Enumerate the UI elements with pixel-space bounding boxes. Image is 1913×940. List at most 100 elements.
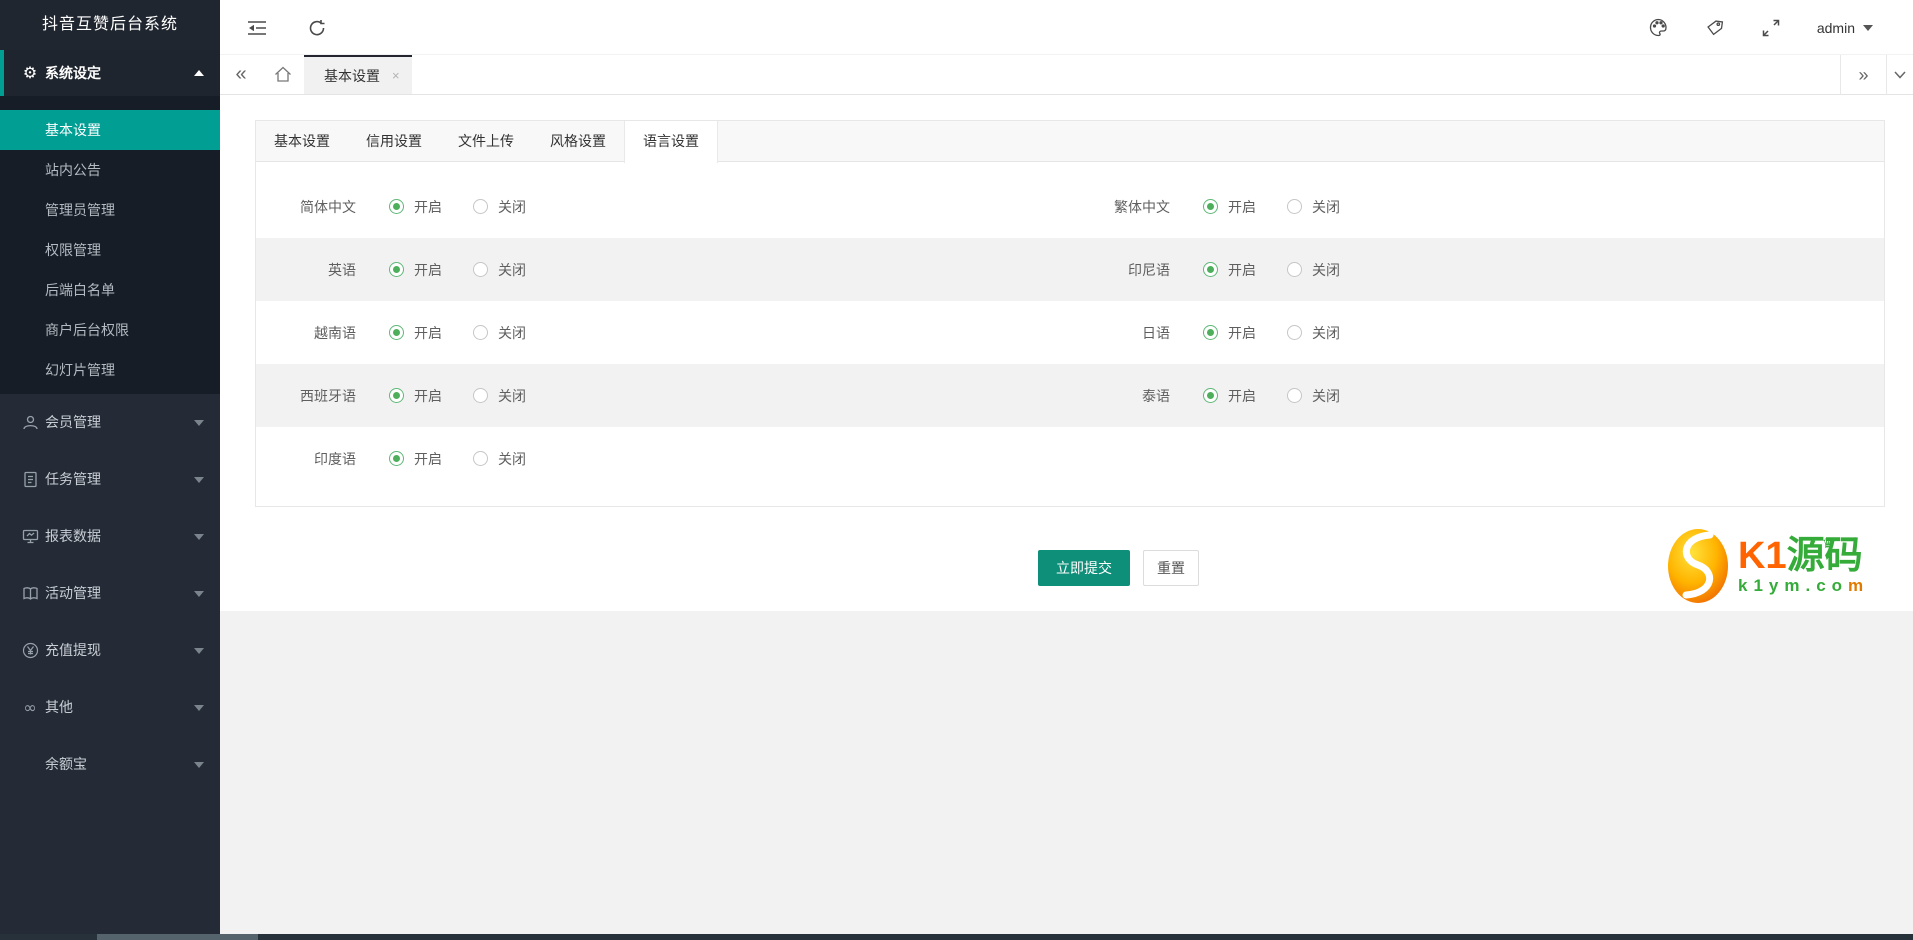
submit-button[interactable]: 立即提交 — [1038, 550, 1130, 586]
tab-credit[interactable]: 信用设置 — [366, 133, 422, 149]
brand-logo-icon — [1666, 527, 1730, 605]
horizontal-scrollbar[interactable] — [0, 934, 1913, 940]
tab-style[interactable]: 风格设置 — [550, 133, 606, 149]
radio-on[interactable]: 开启 — [1203, 197, 1256, 217]
username: admin — [1816, 19, 1855, 36]
lang-hindi: 印度语 开启 关闭 — [256, 449, 1070, 469]
sidebar-item-label: 其他 — [45, 699, 73, 715]
lang-simplified-chinese: 简体中文 开启 关闭 — [256, 197, 1070, 217]
brand-text: K1源码 ♛ k1ym.com — [1738, 535, 1898, 596]
sidebar-top-items: 会员管理 任务管理 报表数据 活动管理 — [0, 394, 220, 793]
sidebar-subitem-backend-whitelist[interactable]: 后端白名单 — [45, 282, 115, 298]
sidebar: 抖音互赞后台系统 ⚙ 系统设定 基本设置 站内公告 管理员管理 权限管理 后端白… — [0, 0, 220, 940]
chevron-up-icon — [194, 70, 204, 76]
field-label: 西班牙语 — [300, 387, 356, 404]
sidebar-item-activity-management[interactable]: 活动管理 — [0, 565, 220, 622]
sidebar-item-label: 会员管理 — [45, 414, 101, 430]
sidebar-item-label: 充值提现 — [45, 642, 101, 658]
lang-traditional-chinese: 繁体中文 开启 关闭 — [1070, 197, 1884, 217]
sidebar-subitem-slideshow-management[interactable]: 幻灯片管理 — [45, 362, 115, 378]
radio-off[interactable]: 关闭 — [1287, 197, 1340, 217]
radio-off[interactable]: 关闭 — [473, 323, 526, 343]
radio-on[interactable]: 开启 — [389, 449, 442, 469]
tab-language[interactable]: 语言设置 — [624, 121, 718, 163]
radio-on[interactable]: 开启 — [389, 323, 442, 343]
sidebar-subitem-merchant-backend-permission[interactable]: 商户后台权限 — [45, 322, 129, 338]
theme-palette-icon[interactable] — [1649, 18, 1669, 38]
radio-on[interactable]: 开启 — [389, 197, 442, 217]
scrollbar-thumb[interactable] — [97, 934, 258, 940]
sidebar-item-recharge-withdrawal[interactable]: 充值提现 — [0, 622, 220, 679]
user-menu[interactable]: admin — [1817, 20, 1873, 36]
scroll-tabs-left-icon[interactable]: « — [235, 63, 247, 85]
radio-on[interactable]: 开启 — [1203, 260, 1256, 280]
radio-off[interactable]: 关闭 — [473, 386, 526, 406]
tab-options-icon[interactable] — [1886, 55, 1913, 95]
page-tabbar: « 基本设置 × » — [220, 55, 1913, 95]
field-label: 泰语 — [1142, 387, 1170, 404]
sidebar-item-other[interactable]: ∞ 其他 — [0, 679, 220, 736]
sidebar-item-report-data[interactable]: 报表数据 — [0, 508, 220, 565]
app-title: 抖音互赞后台系统 — [0, 0, 220, 50]
lang-japanese: 日语 开启 关闭 — [1070, 323, 1884, 343]
scroll-tabs-right-icon[interactable]: » — [1840, 55, 1886, 95]
radio-off[interactable]: 关闭 — [1287, 260, 1340, 280]
close-icon[interactable]: × — [392, 68, 400, 83]
submenu-system-settings: 基本设置 站内公告 管理员管理 权限管理 后端白名单 商户后台权限 幻灯片管理 — [0, 96, 220, 394]
radio-off[interactable]: 关闭 — [1287, 386, 1340, 406]
radio-on[interactable]: 开启 — [1203, 323, 1256, 343]
field-label: 越南语 — [314, 324, 356, 341]
language-settings-form: 简体中文 开启 关闭 繁体中文 开启 关闭 — [256, 162, 1884, 490]
lang-thai: 泰语 开启 关闭 — [1070, 386, 1884, 406]
brand-domain: k1ym.com — [1738, 576, 1870, 595]
sidebar-item-task-management[interactable]: 任务管理 — [0, 451, 220, 508]
yen-icon — [20, 622, 40, 679]
radio-off[interactable]: 关闭 — [473, 197, 526, 217]
home-icon[interactable] — [262, 55, 304, 94]
sidebar-item-member-management[interactable]: 会员管理 — [0, 394, 220, 451]
tab-label: 基本设置 — [324, 67, 380, 84]
collapse-sidebar-icon[interactable] — [246, 17, 268, 39]
sidebar-subitem-permission-management[interactable]: 权限管理 — [45, 242, 101, 258]
sidebar-subitem-basic-settings[interactable]: 基本设置 — [0, 110, 220, 150]
field-label: 简体中文 — [300, 198, 356, 215]
infinity-icon: ∞ — [23, 698, 37, 717]
top-navbar: admin — [220, 0, 1913, 55]
radio-on[interactable]: 开启 — [1203, 386, 1256, 406]
chevron-down-icon — [194, 762, 204, 768]
sidebar-item-yuebao[interactable]: 余额宝 — [0, 736, 220, 793]
tab-basic-settings[interactable]: 基本设置 × — [304, 55, 412, 94]
chevron-down-icon — [194, 648, 204, 654]
fullscreen-icon[interactable] — [1761, 18, 1781, 38]
tab-basic[interactable]: 基本设置 — [274, 133, 330, 149]
main-area: admin « 基本设置 × » 基本设置 信用设置 文件上传 风 — [220, 0, 1913, 940]
radio-off[interactable]: 关闭 — [1287, 323, 1340, 343]
settings-card: 基本设置 信用设置 文件上传 风格设置 语言设置 简体中文 开启 关闭 — [255, 120, 1885, 507]
book-icon — [20, 565, 40, 622]
radio-on[interactable]: 开启 — [389, 260, 442, 280]
reset-button[interactable]: 重置 — [1143, 550, 1199, 586]
user-icon — [20, 394, 40, 451]
radio-on[interactable]: 开启 — [389, 386, 442, 406]
tab-file-upload[interactable]: 文件上传 — [458, 133, 514, 149]
tabbar-right-controls: » — [1840, 55, 1913, 95]
sidebar-item-system-settings[interactable]: ⚙ 系统设定 — [0, 50, 220, 96]
radio-off[interactable]: 关闭 — [473, 260, 526, 280]
field-label: 英语 — [328, 261, 356, 278]
lang-spanish: 西班牙语 开启 关闭 — [256, 386, 1070, 406]
menu-group-system: ⚙ 系统设定 基本设置 站内公告 管理员管理 权限管理 后端白名单 商户后台权限… — [0, 50, 220, 394]
field-label: 繁体中文 — [1114, 198, 1170, 215]
tag-icon[interactable] — [1705, 18, 1725, 38]
form-row: 印度语 开启 关闭 — [256, 427, 1884, 490]
sidebar-item-label: 余额宝 — [45, 756, 87, 772]
form-row: 英语 开启 关闭 印尼语 开启 关闭 — [256, 238, 1884, 301]
chevron-down-icon — [194, 534, 204, 540]
chevron-down-icon — [194, 705, 204, 711]
lang-vietnamese: 越南语 开启 关闭 — [256, 323, 1070, 343]
radio-off[interactable]: 关闭 — [473, 449, 526, 469]
gear-icon: ⚙ — [22, 63, 38, 82]
sidebar-subitem-admin-management[interactable]: 管理员管理 — [45, 202, 115, 218]
sidebar-subitem-site-announcement[interactable]: 站内公告 — [45, 162, 101, 178]
refresh-icon[interactable] — [306, 17, 328, 39]
sidebar-item-label: 系统设定 — [45, 65, 101, 81]
